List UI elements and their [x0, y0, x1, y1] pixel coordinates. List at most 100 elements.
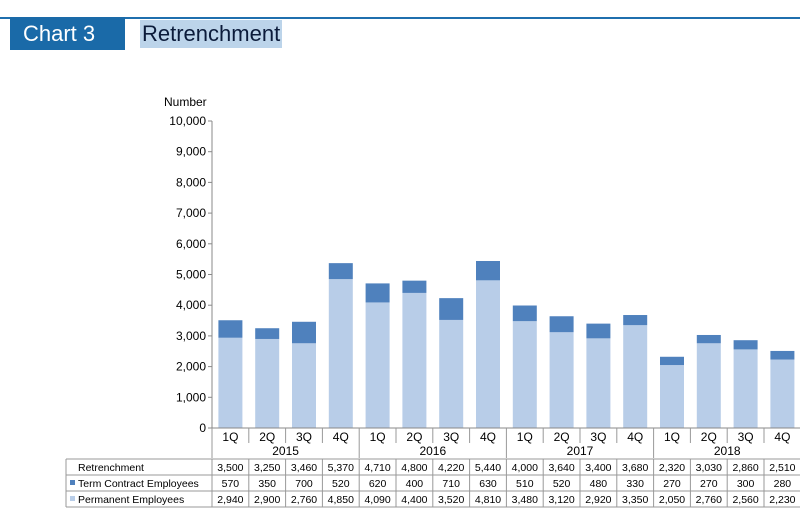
bar-permanent	[402, 292, 427, 428]
table-cell: 4,810	[475, 494, 501, 506]
table-cell: 2,920	[585, 494, 611, 506]
table-cell: 3,680	[622, 462, 648, 474]
bar-term-contract	[328, 263, 353, 280]
table-cell: 2,230	[769, 494, 795, 506]
table-cell: 270	[700, 478, 718, 490]
bar-permanent	[292, 343, 316, 428]
table-cell: 4,710	[364, 462, 390, 474]
table-cell: 280	[774, 478, 792, 490]
table-cell: 350	[258, 478, 276, 490]
table-cell: 3,400	[585, 462, 611, 474]
bar-permanent	[623, 325, 648, 428]
y-tick-label: 5,000	[176, 268, 206, 282]
bar-permanent	[549, 332, 574, 428]
x-axis: 1Q 2Q 3Q 4Q 1Q 2Q 3Q 4Q 1Q 2Q 3Q 4Q 1Q 2Q 3Q 4Q 2015 2016…	[211, 427, 800, 458]
chart-title: Retrenchment	[140, 20, 283, 48]
x-tick-label: 3Q	[443, 430, 459, 444]
table-cell: 2,320	[659, 462, 685, 474]
table-cell: 330	[626, 478, 644, 490]
bar-permanent	[439, 319, 464, 428]
data-table: Retrenchment 3,500 3,250 3,460 5,370 4,710 4,8…	[65, 458, 800, 508]
bar-term-contract	[476, 260, 500, 281]
bar-permanent	[770, 359, 795, 428]
table-cell: 4,090	[364, 494, 390, 506]
table-cell: 2,900	[254, 494, 280, 506]
bar-term-contract	[696, 334, 721, 344]
bar-term-contract	[365, 283, 390, 303]
bar-permanent	[476, 280, 500, 428]
table-cell: 620	[369, 478, 387, 490]
bars	[218, 260, 795, 428]
bar-term-contract	[402, 280, 427, 293]
x-tick-label: 3Q	[590, 430, 606, 444]
table-row-term-contract-label: Term Contract Employees	[78, 478, 199, 490]
table-cell: 5,370	[328, 462, 354, 474]
table-cell: 3,030	[696, 462, 722, 474]
table-cell: 4,850	[328, 494, 354, 506]
y-tick-label: 2,000	[176, 360, 206, 374]
bar-term-contract	[586, 323, 611, 339]
y-tick-label: 8,000	[176, 175, 206, 189]
table-cell: 2,940	[217, 494, 243, 506]
year-label: 2017	[567, 444, 594, 458]
bar-term-contract	[549, 316, 574, 333]
x-tick-label: 2Q	[259, 430, 275, 444]
legend-marker	[70, 496, 75, 501]
x-tick-label: 1Q	[664, 430, 680, 444]
bar-term-contract	[218, 320, 243, 338]
table-cell: 3,460	[291, 462, 317, 474]
table-row-permanent-label: Permanent Employees	[78, 494, 184, 506]
x-tick-label: 1Q	[517, 430, 533, 444]
bar-permanent	[733, 349, 758, 428]
table-cell: 3,250	[254, 462, 280, 474]
table-cell: 4,800	[401, 462, 427, 474]
table-cell: 4,220	[438, 462, 464, 474]
table-cell: 270	[663, 478, 681, 490]
y-tick-label: 9,000	[176, 145, 206, 159]
bar-permanent	[218, 337, 243, 428]
x-tick-label: 2Q	[554, 430, 570, 444]
table-cell: 480	[590, 478, 608, 490]
x-tick-label: 3Q	[738, 430, 754, 444]
bar-term-contract	[770, 350, 795, 360]
table-cell: 2,760	[696, 494, 722, 506]
bar-permanent	[696, 343, 721, 428]
table-row-retrenchment-label: Retrenchment	[78, 462, 144, 474]
table-cell: 3,640	[548, 462, 574, 474]
table-cell: 2,860	[732, 462, 758, 474]
table-cell: 3,350	[622, 494, 648, 506]
x-tick-label: 2Q	[701, 430, 717, 444]
y-tick-label: 1,000	[176, 390, 206, 404]
table-cell: 700	[295, 478, 313, 490]
table-cell: 4,400	[401, 494, 427, 506]
bar-permanent	[586, 338, 611, 428]
table-cell: 570	[222, 478, 240, 490]
table-cell: 300	[737, 478, 755, 490]
x-tick-label: 1Q	[222, 430, 238, 444]
bar-permanent	[512, 321, 537, 428]
table-cell: 400	[406, 478, 424, 490]
y-tick-label: 0	[199, 421, 206, 435]
y-tick-label: 10,000	[169, 114, 206, 128]
x-tick-label: 4Q	[774, 430, 790, 444]
x-tick-label: 4Q	[480, 430, 496, 444]
x-tick-label: 4Q	[627, 430, 643, 444]
bar-term-contract	[512, 305, 537, 322]
chart-number-label: Chart 3	[10, 17, 125, 50]
y-tick-label: 3,000	[176, 329, 206, 343]
table-cell: 3,500	[217, 462, 243, 474]
table-cell: 2,760	[291, 494, 317, 506]
bar-term-contract	[623, 315, 648, 326]
year-label: 2016	[419, 444, 446, 458]
bar-term-contract	[733, 340, 758, 350]
table-cell: 630	[479, 478, 497, 490]
bar-term-contract	[660, 356, 684, 366]
x-tick-label: 3Q	[296, 430, 312, 444]
table-cell: 520	[553, 478, 571, 490]
table-cell: 520	[332, 478, 350, 490]
y-tick-label: 7,000	[176, 206, 206, 220]
table-cell: 3,480	[512, 494, 538, 506]
table-cell: 510	[516, 478, 534, 490]
table-cell: 710	[442, 478, 460, 490]
bar-term-contract	[439, 298, 464, 320]
